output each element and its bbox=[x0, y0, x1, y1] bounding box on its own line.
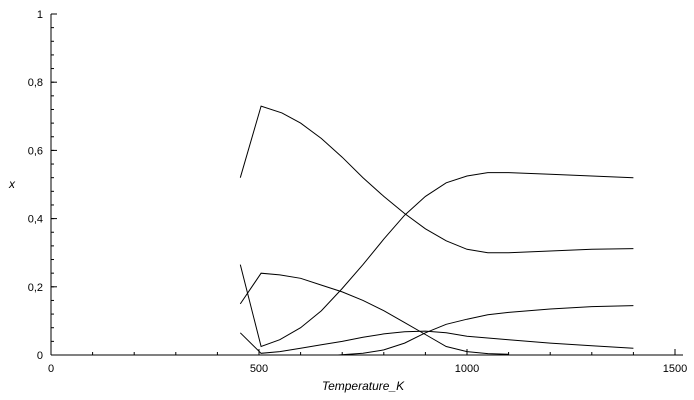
series-line-2 bbox=[239, 172, 634, 348]
series-line-4 bbox=[239, 330, 634, 354]
series-line-5 bbox=[337, 305, 634, 356]
y-tick-label: 0,2 bbox=[28, 282, 43, 294]
y-tick-label: 0,4 bbox=[28, 214, 43, 226]
series-line-1 bbox=[239, 105, 634, 254]
y-tick-label: 0 bbox=[37, 350, 43, 362]
y-axis-title: x bbox=[8, 177, 16, 191]
y-tick-label: 0,8 bbox=[28, 77, 43, 89]
x-tick-label: 500 bbox=[250, 363, 268, 375]
series-line-3 bbox=[239, 272, 509, 355]
x-tick-label: 1500 bbox=[663, 363, 687, 375]
series-layer bbox=[239, 105, 634, 356]
x-tick-label: 1000 bbox=[455, 363, 479, 375]
x-axis-title: Temperature_K bbox=[322, 379, 405, 393]
y-axis: 0 0,2 0,4 0,6 0,8 1 bbox=[28, 9, 57, 362]
x-axis: 0 500 1000 1500 bbox=[48, 349, 687, 375]
y-tick-label: 1 bbox=[37, 9, 43, 21]
y-tick-label: 0,6 bbox=[28, 145, 43, 157]
x-tick-label: 0 bbox=[48, 363, 54, 375]
